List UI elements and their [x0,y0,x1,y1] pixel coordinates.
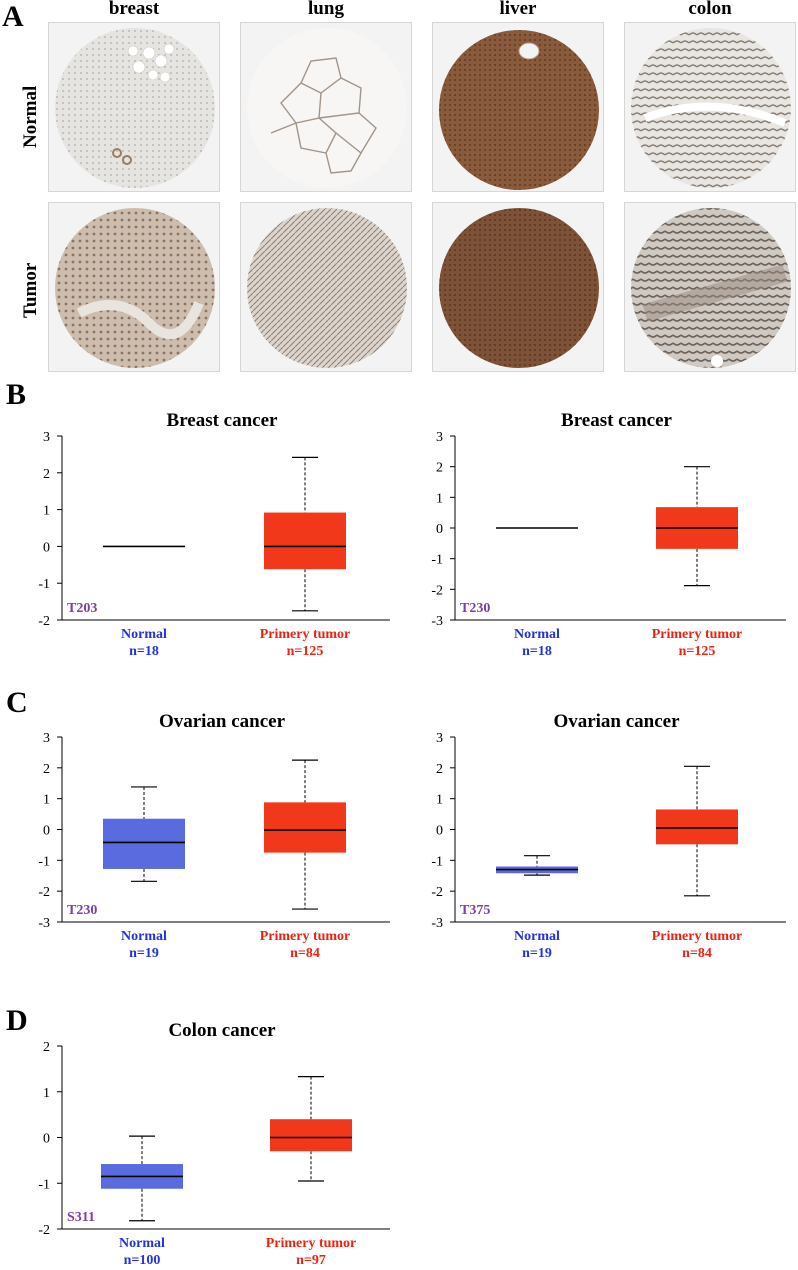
y-tick-label: 1 [43,504,50,519]
y-tick-label: -3 [38,916,50,931]
site-label: T230 [67,903,97,918]
y-tick-label: 3 [436,731,443,746]
y-tick-label: 2 [43,762,50,777]
site-label: S311 [67,1210,95,1225]
panel-a-letter: A [2,0,24,33]
y-tick-label: 1 [43,793,50,808]
category-label: Primery tumor [260,627,351,642]
sample-count-label: n=84 [682,946,712,961]
y-tick-label: -2 [431,583,443,598]
category-label: Normal [514,627,560,642]
sample-count-label: n=125 [679,644,716,659]
category-label: Primery tumor [652,929,743,944]
sample-count-label: n=19 [129,946,159,961]
sample-count-label: n=100 [124,1253,161,1268]
y-tick-label: -3 [431,614,443,629]
y-tick-label: 1 [436,793,443,808]
tissue-label-liver: liver [499,0,537,19]
y-tick-label: 0 [436,522,443,537]
chart-title: Ovarian cancer [159,711,286,732]
site-label: T203 [67,601,97,616]
y-tick-label: -2 [38,614,50,629]
sample-count-label: n=18 [522,644,552,659]
category-label: Normal [119,1236,165,1251]
category-label: Normal [514,929,560,944]
box-iqr [264,512,346,570]
y-tick-label: 2 [43,1040,50,1055]
box-iqr [656,809,738,845]
row-label-tumor: Tumor [20,262,41,318]
y-tick-label: 3 [436,430,443,445]
site-label: T230 [460,601,490,616]
tissue-image-normal-breast [48,22,220,192]
y-tick-label: 2 [436,762,443,777]
tissue-label-colon: colon [688,0,732,19]
tissue-label-lung: lung [308,0,344,19]
box-iqr [496,866,578,874]
y-tick-label: 1 [436,491,443,506]
category-label: Primery tumor [260,929,351,944]
category-label: Primery tumor [652,627,743,642]
y-tick-label: -1 [38,1177,50,1192]
chart-title: Ovarian cancer [553,711,680,732]
y-tick-label: 0 [43,1132,50,1147]
box-iqr [101,1164,183,1189]
tissue-image-tumor-colon [624,202,796,372]
y-tick-label: -1 [431,553,443,568]
y-tick-label: -1 [431,854,443,869]
y-tick-label: 0 [436,824,443,839]
y-tick-label: 2 [43,467,50,482]
y-tick-label: -2 [431,885,443,900]
chart-title: Breast cancer [167,410,279,431]
tissue-image-normal-colon [624,22,796,192]
category-label: Normal [121,929,167,944]
y-tick-label: 2 [436,461,443,476]
category-label: Primery tumor [266,1236,357,1251]
sample-count-label: n=19 [522,946,552,961]
box-iqr [656,507,738,549]
tissue-image-tumor-lung [240,202,412,372]
chart-title: Colon cancer [168,1020,276,1041]
y-tick-label: 3 [43,731,50,746]
site-label: T375 [460,903,490,918]
y-tick-label: -1 [38,577,50,592]
box-iqr [270,1119,352,1152]
sample-count-label: n=97 [296,1253,326,1268]
box-iqr [103,818,185,869]
tissue-image-normal-liver [432,22,604,192]
tissue-label-breast: breast [108,0,160,19]
y-tick-label: -2 [38,885,50,900]
y-tick-label: -1 [38,854,50,869]
sample-count-label: n=18 [129,644,159,659]
panel-c-letter: C [6,686,28,719]
y-tick-label: -3 [431,916,443,931]
chart-title: Breast cancer [561,410,673,431]
sample-count-label: n=84 [290,946,320,961]
row-label-normal: Normal [20,85,41,148]
sample-count-label: n=125 [287,644,324,659]
y-tick-label: -2 [38,1223,50,1238]
y-tick-label: 0 [43,824,50,839]
y-tick-label: 3 [43,430,50,445]
tissue-image-normal-lung [240,22,412,192]
box-iqr [264,802,346,853]
tissue-image-tumor-breast [48,202,220,372]
tissue-image-tumor-liver [432,202,604,372]
panel-d-letter: D [6,1004,28,1037]
y-tick-label: 0 [43,540,50,555]
panel-b-letter: B [6,378,27,411]
category-label: Normal [121,627,167,642]
y-tick-label: 1 [43,1086,50,1101]
